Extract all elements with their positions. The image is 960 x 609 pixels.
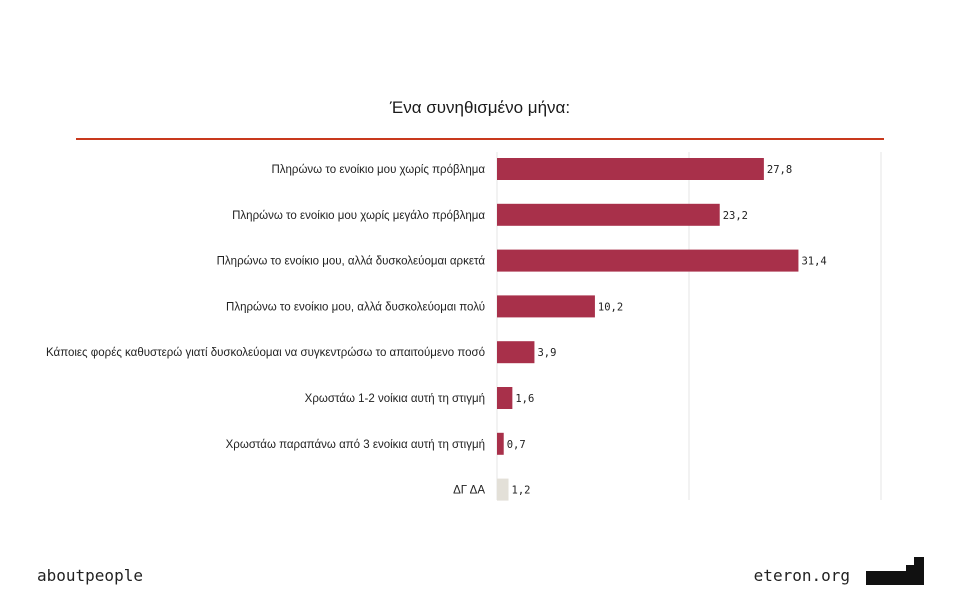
data-label: 31,4 — [801, 256, 826, 268]
category-label: Πληρώνω το ενοίκιο μου χωρίς μεγάλο πρόβ… — [232, 210, 485, 222]
data-label: 27,8 — [767, 164, 792, 176]
bar — [497, 478, 509, 501]
category-label: Πληρώνω το ενοίκιο μου χωρίς πρόβλημα — [271, 164, 485, 176]
bar — [497, 295, 595, 318]
title-divider — [76, 138, 884, 140]
data-label: 1,6 — [515, 393, 534, 405]
category-label: Πληρώνω το ενοίκιο μου, αλλά δυσκολεύομα… — [217, 256, 486, 268]
category-label: Χρωστάω παραπάνω από 3 ενοίκια αυτή τη σ… — [226, 439, 485, 451]
footer-brand-aboutpeople: aboutpeople — [37, 566, 143, 585]
data-label: 3,9 — [537, 347, 556, 359]
category-label: ΔΓ ΔΑ — [453, 485, 485, 497]
category-label: Κάποιες φορές καθυστερώ γιατί δυσκολεύομ… — [46, 347, 485, 359]
bar — [497, 341, 535, 364]
bar-chart: Πληρώνω το ενοίκιο μου χωρίς πρόβλημα 27,… — [46, 152, 882, 501]
chart-title: Ένα συνηθισμένο μήνα: — [389, 98, 571, 117]
category-label: Πληρώνω το ενοίκιο μου, αλλά δυσκολεύομα… — [226, 301, 485, 313]
data-label: 1,2 — [512, 485, 531, 497]
bar — [497, 432, 504, 455]
data-label: 10,2 — [598, 301, 623, 313]
bar — [497, 203, 720, 226]
data-label: 0,7 — [507, 439, 526, 451]
footer-brand-eteron: eteron.org — [753, 566, 850, 585]
data-label: 23,2 — [723, 210, 748, 222]
bar — [497, 249, 799, 272]
bar — [497, 158, 764, 180]
bar — [497, 387, 513, 409]
eteron-logo-icon — [866, 557, 924, 585]
category-label: Χρωστάω 1-2 νοίκια αυτή τη στιγμή — [305, 393, 485, 405]
